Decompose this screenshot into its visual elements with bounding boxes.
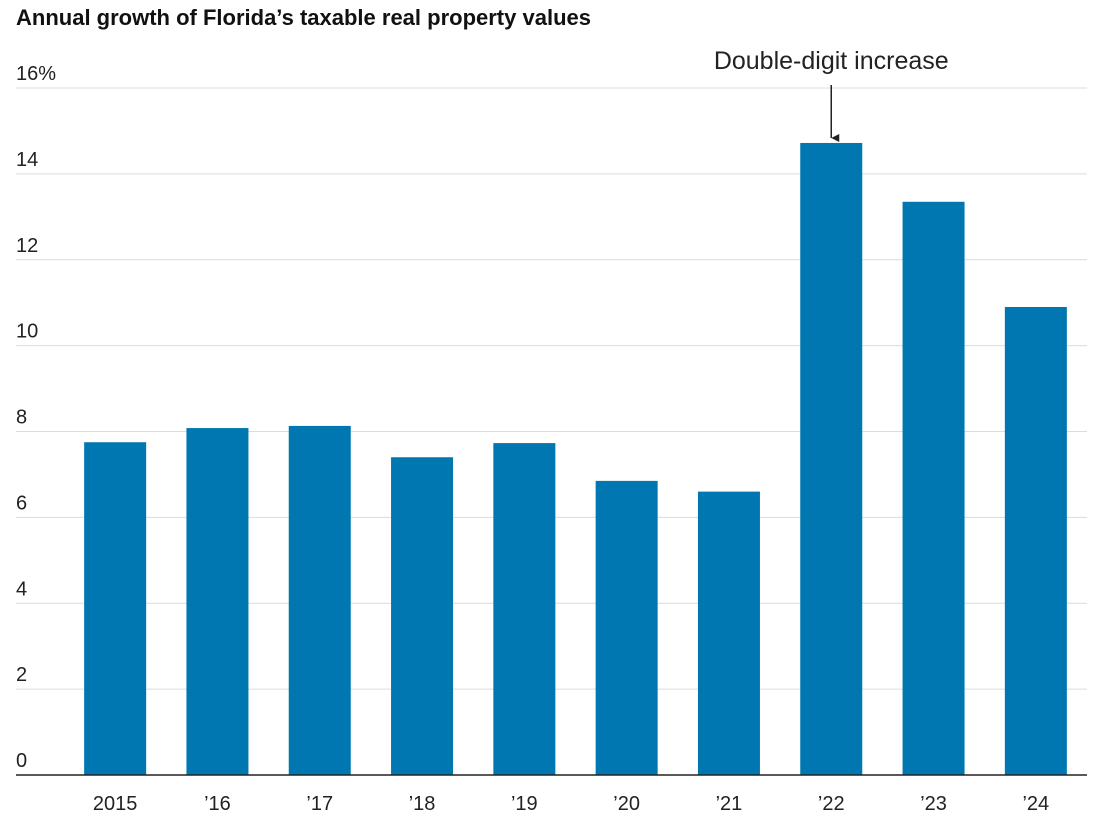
bar [493, 443, 556, 775]
x-tick-label: ’24 [1022, 793, 1049, 815]
y-tick-label: 12 [16, 235, 38, 257]
y-tick-label: 2 [16, 664, 27, 686]
y-tick-label: 4 [16, 578, 27, 600]
x-tick-label: ’19 [511, 793, 538, 815]
bar [697, 491, 760, 775]
bar [902, 201, 965, 776]
x-tick-label: ’18 [409, 793, 436, 815]
bar [391, 457, 454, 775]
bar [800, 142, 863, 775]
y-tick-label: 8 [16, 407, 27, 429]
bar [288, 425, 351, 775]
chart-title: Annual growth of Florida’s taxable real … [16, 5, 591, 30]
annotation: Double-digit increase [714, 47, 949, 75]
x-tick-label: 2015 [93, 793, 138, 815]
y-tick-label: 6 [16, 492, 27, 514]
bar [84, 442, 147, 775]
x-tick-label: ’16 [204, 793, 231, 815]
x-tick-label: ’21 [716, 793, 743, 815]
bar [1004, 306, 1067, 775]
x-tick-label: ’20 [613, 793, 640, 815]
y-tick-label: 16% [16, 63, 56, 85]
y-tick-label: 0 [16, 750, 27, 772]
x-tick-label: ’23 [920, 793, 947, 815]
y-tick-label: 14 [16, 149, 38, 171]
x-tick-label: ’17 [306, 793, 333, 815]
y-tick-label: 10 [16, 321, 38, 343]
bar [186, 428, 249, 775]
bar [595, 480, 658, 775]
x-tick-label: ’22 [818, 793, 845, 815]
